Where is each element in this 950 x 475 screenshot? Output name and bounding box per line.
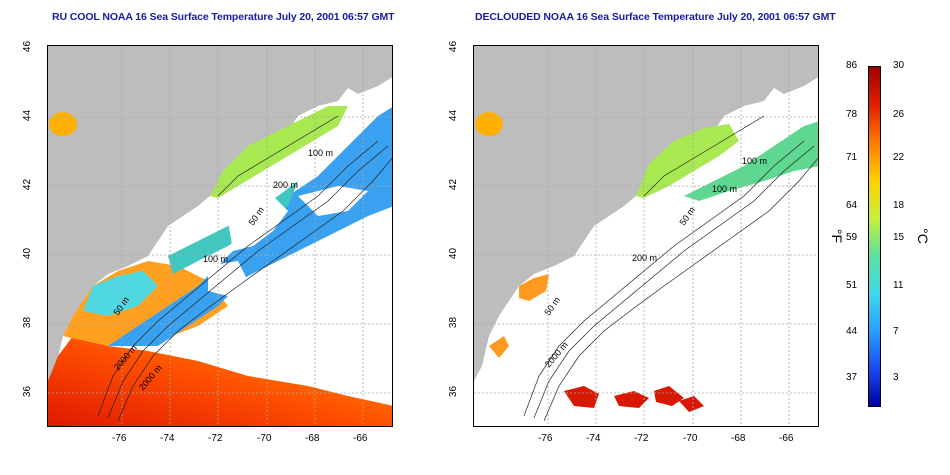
map-left-raw-sst[interactable]: 50 m 100 m 200 m 2000 m 50 m 100 m 2000 … [47,45,393,427]
cloud-mask [208,186,368,296]
y-tick-label: 44 [22,109,34,122]
contour-label: 100 m [742,156,767,166]
colorbar-fahrenheit-label: 64 [846,199,858,211]
sst-bay-warm [475,112,503,136]
sst-coastal-warm [489,274,549,358]
colorbar-celsius-label: 30 [893,60,905,71]
grid-lines-right [474,46,818,426]
bathymetry-contours-right [523,115,818,422]
y-tick-label: 40 [22,247,34,260]
grid-lines-left [48,46,392,426]
unit-fahrenheit: °F [829,228,846,244]
y-tick-label: 36 [448,385,460,398]
colorbar-fahrenheit-label: 59 [846,232,858,244]
land-mass [474,46,818,381]
x-tick-label: -68 [731,433,746,444]
map-left-svg: 50 m 100 m 200 m 2000 m 50 m 100 m 2000 … [48,46,392,426]
colorbar-celsius-label: 26 [893,109,905,121]
colorbar-celsius-label: 11 [893,279,904,291]
y-tick-label: 46 [448,40,460,53]
y-tick-label: 46 [22,40,34,53]
colorbar-celsius-label: 15 [893,232,905,244]
colorbar-fahrenheit-label: 78 [846,109,858,121]
y-tick-label: 42 [448,178,460,191]
colorbar-fahrenheit-label: 86 [846,60,858,71]
x-tick-label: -72 [634,433,649,444]
y-tick-label: 42 [22,178,34,191]
sst-bay-warm [49,112,77,136]
y-tick-label: 36 [22,385,34,398]
contour-label: 100 m [203,254,228,264]
map-right-svg: 100 m 100 m 50 m 200 m 50 m 2000 m [474,46,818,426]
x-tick-label: -76 [538,433,553,444]
unit-celsius: °C [914,228,931,244]
title-right: DECLOUDED NOAA 16 Sea Surface Temperatur… [475,11,836,23]
colorbar-fahrenheit-label: 37 [846,372,858,383]
x-tick-label: -74 [160,433,175,444]
x-tick-label: -66 [779,433,794,444]
y-tick-label: 44 [448,109,460,122]
y-tick-label: 38 [22,316,34,329]
land-mass [48,46,392,381]
colorbar-celsius-label: 3 [893,372,899,383]
x-tick-label: -70 [683,433,698,444]
x-tick-label: -74 [586,433,601,444]
title-left: RU COOL NOAA 16 Sea Surface Temperature … [52,11,395,23]
contour-label: 100 m [308,148,333,158]
map-right-declouded-sst[interactable]: 100 m 100 m 50 m 200 m 50 m 2000 m [473,45,819,427]
colorbar-fahrenheit-label: 44 [846,325,858,337]
contour-label: 200 m [273,180,298,190]
contour-label: 200 m [632,253,657,263]
x-tick-label: -72 [208,433,223,444]
colorbar [868,66,881,407]
colorbar-celsius-label: 7 [893,325,899,337]
x-tick-label: -66 [353,433,368,444]
colorbar-fahrenheit-label: 71 [846,152,858,164]
colorbar-celsius-label: 18 [893,199,905,211]
x-tick-label: -70 [257,433,272,444]
y-tick-label: 38 [448,316,460,329]
colorbar-celsius-label: 22 [893,152,905,164]
sst-south-warm-patches [564,386,704,412]
contour-label: 100 m [712,184,737,194]
sst-gulf-of-maine [210,106,348,198]
x-tick-label: -76 [112,433,127,444]
sst-warm-south [48,336,392,426]
sst-cyan-shelf [83,271,158,316]
sst-gulf-of-maine [636,124,739,198]
bathymetry-contours-left [97,115,392,422]
sst-georges-bank [684,121,818,201]
sst-cool-band [108,107,392,346]
y-tick-label: 40 [448,247,460,260]
colorbar-fahrenheit-label: 51 [846,279,858,291]
x-tick-label: -68 [305,433,320,444]
